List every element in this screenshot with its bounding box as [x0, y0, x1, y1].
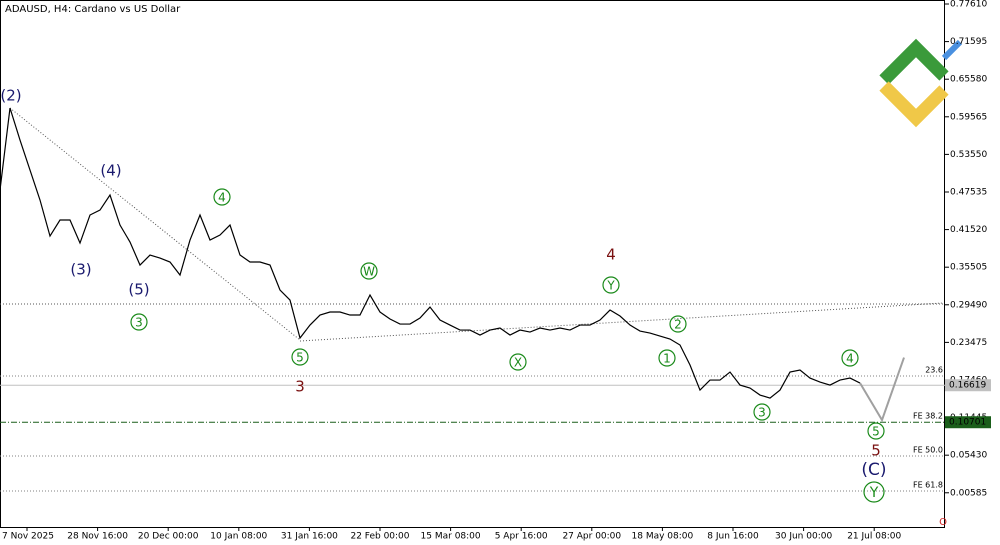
wave-label: Y — [869, 485, 879, 501]
wave-label: 3 — [135, 316, 143, 330]
y-tick-label: 0.53550 — [950, 150, 987, 160]
y-tick-label: 0.00585 — [950, 488, 987, 498]
y-tick-label: 0.23475 — [950, 338, 987, 348]
trendline — [9, 107, 301, 341]
price-line — [0, 107, 861, 399]
wave-label: 5 — [296, 351, 304, 365]
y-tick-label: 0.77610 — [950, 0, 987, 10]
y-tick-label: 0.59565 — [950, 112, 987, 122]
wave-label: 2 — [674, 318, 682, 332]
y-tick-label: 0.35505 — [950, 263, 987, 273]
wave-label: (2) — [0, 87, 21, 105]
logo-blue — [941, 39, 963, 61]
x-tick-label: 18 May 08:00 — [632, 532, 694, 542]
price-box — [945, 379, 991, 392]
wave-label: 3 — [295, 378, 305, 396]
wave-label: 4 — [846, 352, 854, 366]
y-tick-label: 0.05430 — [950, 451, 987, 461]
wave-circle — [841, 349, 859, 367]
wave-label: 3 — [758, 406, 766, 420]
wave-circle — [360, 262, 378, 280]
logo — [879, 38, 963, 128]
wave-circle — [867, 422, 885, 440]
x-tick-label: 22 Feb 00:00 — [350, 532, 409, 542]
wave-label: 1 — [663, 352, 671, 366]
wave-circle — [130, 313, 148, 331]
wave-circle — [213, 188, 231, 206]
wave-label: 5 — [872, 425, 880, 439]
wave-circle — [753, 403, 771, 421]
wave-label: (C) — [861, 460, 886, 480]
price-label: 0.10701 — [949, 418, 986, 428]
price-label: 0.16619 — [949, 381, 986, 391]
price-box — [945, 416, 991, 429]
y-tick-label: 0.71595 — [950, 37, 987, 47]
x-tick-label: 10 Jan 08:00 — [210, 532, 267, 542]
logo-yellow — [879, 81, 949, 128]
wave-circle — [602, 276, 620, 294]
wave-label: (5) — [128, 281, 149, 299]
wave-label: (3) — [70, 261, 91, 279]
wave-label: 4 — [606, 246, 616, 264]
wave-label: (4) — [100, 162, 121, 180]
x-tick-label: 20 Dec 00:00 — [138, 532, 199, 542]
y-tick-label: 0.29490 — [950, 300, 987, 310]
x-tick-label: 15 Mar 08:00 — [421, 532, 481, 542]
logo-green — [879, 38, 949, 85]
y-tick-label: 0.41520 — [950, 225, 987, 235]
wave-label: Y — [606, 279, 615, 293]
wave-label: 4 — [218, 191, 226, 205]
x-tick-label: 28 Nov 16:00 — [67, 532, 128, 542]
x-tick-label: 21 Jul 08:00 — [847, 532, 901, 542]
y-tick-label: 0.65580 — [950, 75, 987, 85]
x-tick-label: 7 Nov 2025 — [2, 532, 54, 542]
wave-circle — [863, 481, 885, 503]
projection-line — [859, 357, 905, 423]
fib-label: 23.6 — [925, 366, 943, 375]
wave-label: 5 — [871, 442, 881, 460]
wave-circle — [509, 353, 527, 371]
plot-area — [0, 0, 945, 528]
x-tick-label: 30 Jun 00:00 — [775, 532, 832, 542]
x-tick-label: 8 Jun 16:00 — [707, 532, 759, 542]
x-tick-label: 27 Apr 00:00 — [562, 532, 621, 542]
fib-label: FE 50.0 — [913, 446, 943, 455]
fib-label: FE 38.2 — [913, 412, 943, 421]
wave-circle — [658, 349, 676, 367]
fib-label: FE 61.8 — [913, 481, 943, 490]
icon[interactable]: O — [939, 517, 947, 528]
x-tick-label: 31 Jan 16:00 — [281, 532, 338, 542]
wave-label: X — [514, 356, 522, 370]
chart-title: ADAUSD, H4: Cardano vs US Dollar — [5, 4, 181, 15]
wave-circle — [669, 315, 687, 333]
wave-circle — [291, 348, 309, 366]
y-tick-label: 0.47535 — [950, 187, 987, 197]
wave-label: W — [363, 265, 375, 279]
x-tick-label: 5 Apr 16:00 — [495, 532, 548, 542]
